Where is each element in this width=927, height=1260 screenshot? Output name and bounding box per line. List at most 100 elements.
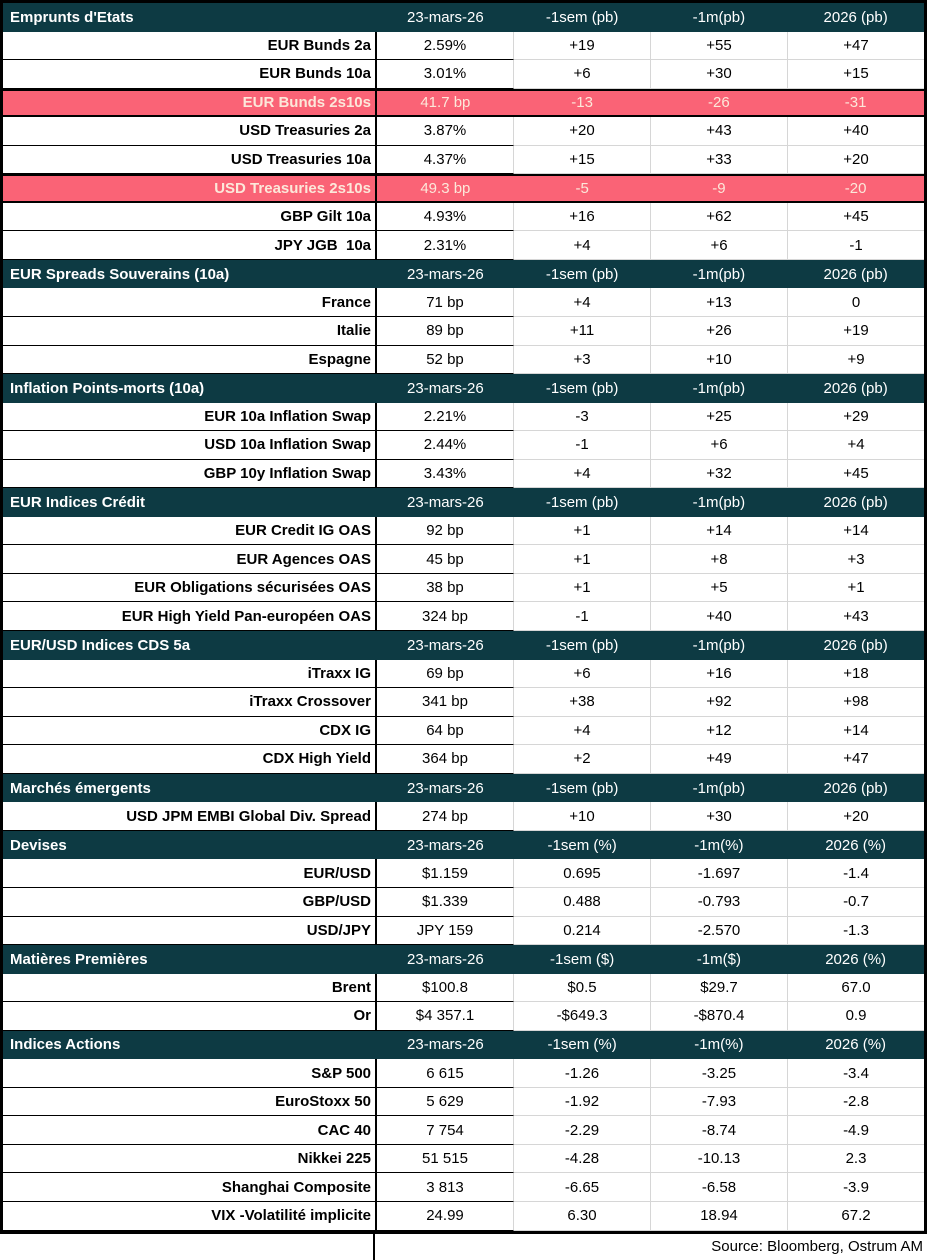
cell-value: 5 629: [377, 1087, 514, 1117]
cell-value: $4 357.1: [377, 1002, 514, 1031]
cell-value: 49.3 bp: [420, 180, 471, 198]
cell-value: +26: [651, 317, 788, 346]
column-header: -1sem (pb): [545, 379, 619, 397]
cell-value: 3.43%: [377, 459, 514, 489]
row-label: France: [3, 288, 377, 318]
cell-value: +2: [514, 745, 651, 774]
section-title: Indices Actions: [10, 1036, 121, 1054]
column-header: -1m($): [696, 950, 741, 968]
cell-value: 3.01%: [377, 60, 514, 89]
cell-value: -2.8: [788, 1088, 924, 1117]
cell-value: 2.21%: [377, 402, 514, 432]
row-label: JPY JGB 10a: [3, 231, 377, 260]
cell-value: -2.29: [514, 1116, 651, 1145]
cell-value: -$649.3: [514, 1002, 651, 1031]
cell-value: 7 754: [377, 1116, 514, 1145]
cell-value: +43: [651, 117, 788, 146]
cell-value: +55: [651, 31, 788, 61]
column-header: 2026 (pb): [823, 636, 888, 654]
highlight-row: USD Treasuries 2s10s 49.3 bp -5 -9 -20: [3, 174, 924, 203]
cell-value: $29.7: [651, 973, 788, 1003]
row-label: USD 10a Inflation Swap: [3, 431, 377, 460]
section-header-row: Matières Premières 23-mars-26 -1sem ($) -1m…: [3, 945, 924, 974]
row-label: Nikkei 225: [3, 1144, 377, 1174]
cell-value: +14: [651, 516, 788, 546]
cell-value: +20: [788, 802, 924, 831]
cell-value: 41.7 bp: [420, 94, 471, 112]
table-row: Italie 89 bp +11 +26 +19: [3, 317, 924, 346]
column-header: 2026 (pb): [823, 265, 888, 283]
cell-value: +32: [651, 459, 788, 489]
row-label: GBP/USD: [3, 887, 377, 917]
cell-value: 52 bp: [377, 345, 514, 375]
table-row: GBP Gilt 10a 4.93% +16 +62 +45: [3, 202, 924, 232]
column-header: -1sem (pb): [545, 636, 619, 654]
section-title: Devises: [10, 836, 67, 854]
row-label: USD Treasuries 2a: [3, 117, 377, 146]
cell-value: 6.30: [514, 1201, 651, 1231]
cell-value: +15: [514, 145, 651, 175]
table-row: VIX -Volatilité implicite 24.99 6.30 18.94 6…: [3, 1201, 924, 1231]
cell-value: 3 813: [377, 1173, 514, 1202]
table-row: EUR Agences OAS 45 bp +1 +8 +3: [3, 545, 924, 574]
table-row: CDX High Yield 364 bp +2 +49 +47: [3, 745, 924, 774]
column-header: -1sem (pb): [545, 494, 619, 512]
column-header: 2026 (%): [825, 836, 887, 854]
table-row: EUR Bunds 10a 3.01% +6 +30 +15: [3, 60, 924, 89]
cell-value: -31: [844, 94, 867, 112]
cell-value: +10: [514, 802, 651, 831]
section-title: Marchés émergents: [10, 779, 151, 797]
row-label: USD/JPY: [3, 916, 377, 946]
cell-value: +30: [651, 60, 788, 89]
row-label: Brent: [3, 973, 377, 1003]
section-title: Emprunts d'Etats: [10, 8, 134, 26]
cell-value: -20: [844, 180, 867, 198]
column-header: -1m(pb): [692, 636, 746, 654]
cell-value: -6.58: [651, 1173, 788, 1202]
row-label: S&P 500: [3, 1059, 377, 1088]
cell-value: -10.13: [651, 1144, 788, 1174]
cell-value: -4.9: [788, 1116, 924, 1145]
cell-value: +8: [651, 545, 788, 574]
table-row: EUR Bunds 2a 2.59% +19 +55 +47: [3, 31, 924, 61]
column-header: -1m(%): [694, 1036, 744, 1054]
cell-value: -1.26: [514, 1059, 651, 1088]
column-header: -1sem (%): [547, 836, 617, 854]
cell-value: -3: [514, 402, 651, 432]
row-label: VIX -Volatilité implicite: [3, 1201, 377, 1231]
table-row: Espagne 52 bp +3 +10 +9: [3, 345, 924, 375]
table-row: USD Treasuries 2a 3.87% +20 +43 +40: [3, 117, 924, 146]
cell-value: -8.74: [651, 1116, 788, 1145]
cell-value: +4: [514, 288, 651, 318]
column-header: -1m(%): [694, 836, 744, 854]
cell-value: +16: [514, 202, 651, 232]
cell-value: 4.37%: [377, 145, 514, 175]
cell-value: 0: [788, 288, 924, 318]
cell-value: -6.65: [514, 1173, 651, 1202]
table-row: EUR High Yield Pan-européen OAS 324 bp -1 +…: [3, 602, 924, 632]
column-header: 2026 (pb): [823, 494, 888, 512]
cell-value: +30: [651, 802, 788, 831]
cell-value: +47: [788, 32, 924, 61]
table-row: USD/JPY JPY 159 0.214 -2.570 -1.3: [3, 916, 924, 946]
cell-value: -3.25: [651, 1059, 788, 1088]
cell-value: +38: [514, 688, 651, 717]
section-header-row: Inflation Points-morts (10a) 23-mars-26 -1…: [3, 374, 924, 403]
cell-value: 2.59%: [377, 31, 514, 61]
cell-value: $100.8: [377, 973, 514, 1003]
table-row: Nikkei 225 51 515 -4.28 -10.13 2.3: [3, 1144, 924, 1174]
row-label: Italie: [3, 317, 377, 346]
cell-value: +6: [651, 231, 788, 260]
cell-value: -1: [514, 431, 651, 460]
cell-value: 67.2: [788, 1202, 924, 1231]
table-row: GBP/USD $1.339 0.488 -0.793 -0.7: [3, 887, 924, 917]
cell-value: 341 bp: [377, 688, 514, 717]
row-label: EUR 10a Inflation Swap: [3, 402, 377, 432]
column-header: 2026 (pb): [823, 779, 888, 797]
cell-value: +6: [514, 659, 651, 689]
table-row: USD JPM EMBI Global Div. Spread 274 bp +10…: [3, 802, 924, 831]
section-header-row: Devises 23-mars-26 -1sem (%) -1m(%) 2026 (%): [3, 830, 924, 860]
cell-value: -1: [514, 602, 651, 632]
table-row: EUR Obligations sécurisées OAS 38 bp +1 +5 +…: [3, 573, 924, 603]
cell-value: +6: [514, 60, 651, 89]
